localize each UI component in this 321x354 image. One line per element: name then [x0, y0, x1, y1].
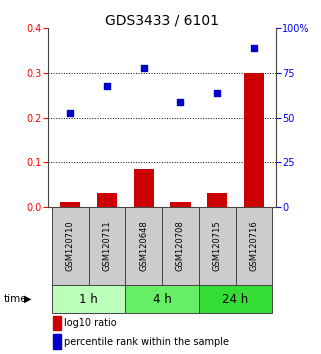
FancyBboxPatch shape: [199, 285, 273, 313]
Point: [215, 90, 220, 96]
Text: 4 h: 4 h: [153, 293, 171, 306]
Bar: [97, 194, 117, 207]
Point: [251, 46, 256, 51]
FancyBboxPatch shape: [125, 285, 199, 313]
Point: [68, 110, 73, 116]
Text: GSM120708: GSM120708: [176, 221, 185, 271]
Text: log10 ratio: log10 ratio: [64, 318, 116, 328]
Text: 24 h: 24 h: [222, 293, 249, 306]
Bar: [134, 169, 154, 207]
Text: ▶: ▶: [24, 294, 31, 304]
FancyBboxPatch shape: [199, 207, 236, 285]
Text: GSM120715: GSM120715: [213, 221, 222, 271]
Point: [104, 84, 109, 89]
Point: [178, 99, 183, 105]
Text: percentile rank within the sample: percentile rank within the sample: [64, 337, 229, 347]
Text: GSM120648: GSM120648: [139, 221, 148, 271]
Text: time: time: [3, 294, 27, 304]
Text: 1 h: 1 h: [79, 293, 98, 306]
Title: GDS3433 / 6101: GDS3433 / 6101: [105, 13, 219, 27]
FancyBboxPatch shape: [162, 207, 199, 285]
Bar: [207, 194, 227, 207]
Bar: [60, 202, 80, 207]
Text: GSM120711: GSM120711: [102, 221, 111, 271]
FancyBboxPatch shape: [52, 285, 125, 313]
Bar: [53, 335, 61, 349]
FancyBboxPatch shape: [89, 207, 125, 285]
Bar: [53, 316, 61, 330]
Text: GSM120716: GSM120716: [249, 221, 258, 271]
FancyBboxPatch shape: [236, 207, 273, 285]
FancyBboxPatch shape: [52, 207, 89, 285]
Point: [141, 65, 146, 71]
FancyBboxPatch shape: [125, 207, 162, 285]
Bar: [170, 201, 191, 207]
Bar: [244, 73, 264, 207]
Text: GSM120710: GSM120710: [66, 221, 75, 271]
